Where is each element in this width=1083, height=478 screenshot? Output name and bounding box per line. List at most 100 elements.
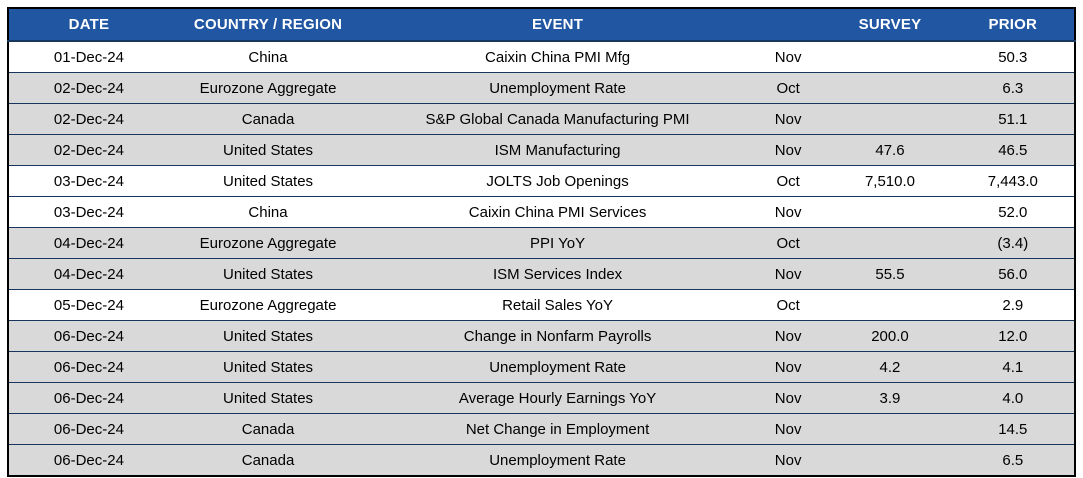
month-cell: Nov <box>747 134 829 166</box>
survey-cell <box>828 72 952 104</box>
region-cell: Canada <box>168 413 368 445</box>
event-cell: Average Hourly Earnings YoY <box>367 382 748 414</box>
region-cell: United States <box>168 351 368 383</box>
date-cell: 02-Dec-24 <box>8 72 169 104</box>
prior-cell: 52.0 <box>951 196 1075 228</box>
table-row: 04-Dec-24 United States ISM Services Index… <box>8 258 1075 290</box>
region-cell: Canada <box>241 451 295 469</box>
table-row: 06-Dec-24 Canada Net Change in Employment N… <box>8 413 1075 445</box>
table-row: 06-Dec-24 United States Average Hourly Ear… <box>8 382 1075 414</box>
economic-calendar: DATE COUNTRY / REGION EVENT SURVEY PRIOR 01-… <box>7 7 1076 477</box>
region-cell: United States <box>168 134 368 166</box>
month-cell: Oct <box>747 289 829 321</box>
region-cell: Canada <box>168 103 368 135</box>
column-header-survey: SURVEY <box>828 8 952 42</box>
table-row: 06-Dec-24 Canada Unemployment Rate Nov 6.5 <box>8 444 1075 477</box>
event-cell: Caixin China PMI Mfg <box>367 41 748 73</box>
date-cell: 06-Dec-24 <box>8 320 169 352</box>
date-cell: 06-Dec-24 <box>53 451 124 469</box>
date-cell: 01-Dec-24 <box>8 41 169 73</box>
column-header-month <box>747 8 829 42</box>
prior-cell: 4.1 <box>951 351 1075 383</box>
month-cell: Nov <box>747 351 829 383</box>
survey-cell <box>828 41 952 73</box>
event-cell: Caixin China PMI Services <box>367 196 748 228</box>
region-cell: United States <box>168 165 368 197</box>
prior-cell: (3.4) <box>951 227 1075 259</box>
survey-cell <box>828 103 952 135</box>
date-cell: 02-Dec-24 <box>8 103 169 135</box>
month-cell: Nov <box>747 196 829 228</box>
prior-cell: 46.5 <box>951 134 1075 166</box>
date-cell: 04-Dec-24 <box>8 227 169 259</box>
date-cell: 06-Dec-24 <box>8 382 169 414</box>
column-header-region: COUNTRY / REGION <box>168 8 368 42</box>
event-cell: Net Change in Employment <box>367 413 748 445</box>
survey-cell <box>828 227 952 259</box>
column-header-event: EVENT <box>367 8 748 42</box>
event-cell: ISM Services Index <box>367 258 748 290</box>
survey-cell: 200.0 <box>828 320 952 352</box>
prior-cell: 14.5 <box>951 413 1075 445</box>
survey-cell <box>828 289 952 321</box>
table-row: 06-Dec-24 United States Unemployment Rate N… <box>8 351 1075 383</box>
month-cell: Nov <box>747 258 829 290</box>
table-row: 05-Dec-24 Eurozone Aggregate Retail Sales … <box>8 289 1075 321</box>
region-cell: United States <box>168 382 368 414</box>
prior-cell: 51.1 <box>951 103 1075 135</box>
survey-cell <box>828 445 951 477</box>
month-cell: Oct <box>747 165 829 197</box>
survey-cell: 4.2 <box>828 351 952 383</box>
region-cell: China <box>168 41 368 73</box>
table-row: 06-Dec-24 United States Change in Nonfarm … <box>8 320 1075 352</box>
month-cell: Nov <box>747 382 829 414</box>
month-cell: Oct <box>747 227 829 259</box>
event-cell: Unemployment Rate <box>489 451 626 469</box>
date-cell: 03-Dec-24 <box>8 165 169 197</box>
table-row: 03-Dec-24 United States JOLTS Job Openings… <box>8 165 1075 197</box>
survey-cell <box>828 196 952 228</box>
region-cell: Eurozone Aggregate <box>168 289 368 321</box>
prior-cell: 56.0 <box>951 258 1075 290</box>
prior-cell: 4.0 <box>951 382 1075 414</box>
region-cell: China <box>168 196 368 228</box>
prior-cell: 6.3 <box>951 72 1075 104</box>
survey-cell: 7,510.0 <box>828 165 952 197</box>
prior-cell: 6.5 <box>1002 451 1024 469</box>
event-cell: ISM Manufacturing <box>367 134 748 166</box>
month-cell: Nov <box>747 320 829 352</box>
event-cell: JOLTS Job Openings <box>367 165 748 197</box>
table-body: 01-Dec-24 China Caixin China PMI Mfg Nov 50.… <box>8 41 1075 476</box>
table-header: DATE COUNTRY / REGION EVENT SURVEY PRIOR <box>8 8 1075 42</box>
month-cell: Nov <box>747 103 829 135</box>
prior-cell: 2.9 <box>951 289 1075 321</box>
region-cell: Eurozone Aggregate <box>168 72 368 104</box>
region-cell: Eurozone Aggregate <box>168 227 368 259</box>
event-cell: Retail Sales YoY <box>367 289 748 321</box>
table-row: 04-Dec-24 Eurozone Aggregate PPI YoY Oct (3.… <box>8 227 1075 259</box>
prior-cell: 50.3 <box>951 41 1075 73</box>
column-header-date: DATE <box>8 8 169 42</box>
month-cell: Nov <box>747 413 829 445</box>
date-cell: 04-Dec-24 <box>8 258 169 290</box>
date-cell: 03-Dec-24 <box>8 196 169 228</box>
survey-cell <box>828 413 952 445</box>
date-cell: 02-Dec-24 <box>8 134 169 166</box>
date-cell: 06-Dec-24 <box>8 413 169 445</box>
event-cell: PPI YoY <box>367 227 748 259</box>
event-cell: S&P Global Canada Manufacturing PMI <box>367 103 748 135</box>
survey-cell: 47.6 <box>828 134 952 166</box>
survey-cell: 3.9 <box>828 382 952 414</box>
economic-calendar-table: DATE COUNTRY / REGION EVENT SURVEY PRIOR 01-… <box>7 7 1076 477</box>
month-cell: Nov <box>747 41 829 73</box>
region-cell: United States <box>168 258 368 290</box>
month-cell: Nov <box>774 451 802 469</box>
prior-cell: 7,443.0 <box>951 165 1075 197</box>
table-row: 03-Dec-24 China Caixin China PMI Services N… <box>8 196 1075 228</box>
event-cell: Change in Nonfarm Payrolls <box>367 320 748 352</box>
column-header-prior: PRIOR <box>951 8 1075 42</box>
table-row: 02-Dec-24 Eurozone Aggregate Unemployment … <box>8 72 1075 104</box>
event-cell: Unemployment Rate <box>367 351 748 383</box>
region-cell: United States <box>168 320 368 352</box>
date-cell: 06-Dec-24 <box>8 351 169 383</box>
